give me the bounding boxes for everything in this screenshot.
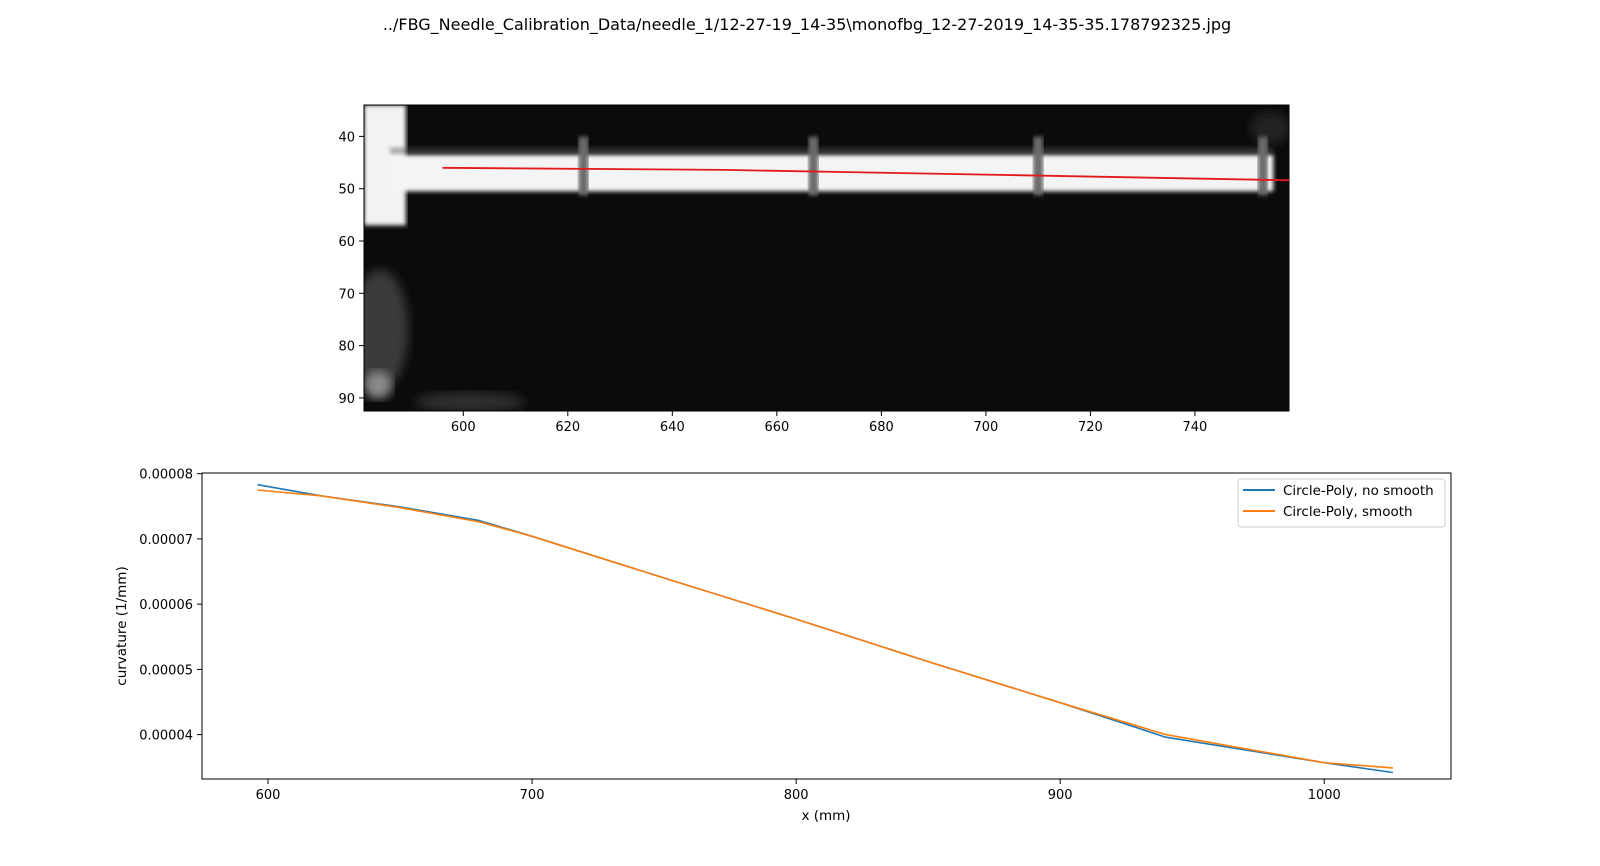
curvature-x-tick-label: 1000: [1308, 788, 1341, 803]
needle-image: [364, 105, 1289, 411]
image-x-tick-label: 700: [973, 420, 998, 435]
image-y-tick-label: 40: [338, 130, 355, 145]
needle-fit-line: [442, 166, 1289, 182]
curvature-y-tick-label: 0.00007: [139, 533, 193, 548]
image-x-ticks: 600 620 640 660 680 700 720 740: [451, 411, 1207, 435]
image-x-tick-label: 720: [1078, 420, 1103, 435]
image-content: [364, 105, 1289, 411]
image-band-break-2: [1033, 136, 1044, 196]
image-y-ticks: 40 50 60 70 80 90: [338, 130, 364, 407]
image-frame: [363, 104, 1290, 412]
image-band-break-0: [578, 136, 589, 196]
y-axis-label: curvature (1/mm): [114, 566, 130, 685]
curvature-series: [257, 483, 1394, 774]
image-axes: 600 620 640 660 680 700 720 740 40 50 60 70 80 90: [338, 104, 1290, 435]
image-x-tick-label: 660: [764, 420, 789, 435]
image-band-break-1: [808, 136, 819, 196]
image-band-edge: [390, 147, 1274, 154]
image-y-tick-label: 50: [338, 183, 355, 198]
image-x-tick-label: 600: [451, 420, 476, 435]
curvature-axes: 600 700 800 900 1000 0.000040.000050.000060.…: [114, 468, 1452, 824]
image-x-tick-label: 740: [1183, 420, 1208, 435]
series-line-1: [257, 489, 1393, 769]
curvature-x-tick-label: 800: [784, 788, 809, 803]
curvature-x-ticks: 600 700 800 900 1000: [256, 779, 1341, 803]
image-y-tick-label: 70: [338, 287, 355, 302]
curvature-y-tick-label: 0.00008: [139, 468, 193, 483]
curvature-x-tick-label: 600: [256, 788, 281, 803]
image-noise-corner: [364, 371, 392, 399]
x-axis-label: x (mm): [801, 808, 850, 824]
image-band-break-3: [1257, 136, 1268, 196]
image-x-tick-label: 640: [660, 420, 685, 435]
curvature-x-tick-label: 700: [520, 788, 545, 803]
curvature-y-tick-label: 0.00005: [139, 663, 193, 678]
image-noise-top-right: [1250, 112, 1289, 144]
legend-label-no-smooth: Circle-Poly, no smooth: [1283, 483, 1434, 499]
image-y-tick-label: 80: [338, 340, 355, 355]
curvature-y-tick-label: 0.00004: [139, 729, 193, 744]
image-y-tick-label: 60: [338, 235, 355, 250]
legend-box: [1237, 478, 1446, 528]
curvature-y-ticks: 0.00004 0.00005 0.00006 0.00007 0.00008: [139, 468, 202, 744]
image-noise-bottom: [415, 392, 525, 411]
legend: Circle-Poly, no smooth Circle-Poly, smoo…: [1237, 478, 1446, 528]
image-bright-band: [390, 154, 1274, 192]
legend-label-smooth: Circle-Poly, smooth: [1283, 504, 1413, 520]
image-y-tick-label: 90: [338, 392, 355, 407]
image-x-tick-label: 680: [869, 420, 894, 435]
curvature-y-tick-label: 0.00006: [139, 598, 193, 613]
image-noise-left: [364, 270, 408, 390]
figure-title: ../FBG_Needle_Calibration_Data/needle_1/…: [383, 15, 1231, 35]
image-x-tick-label: 620: [555, 420, 580, 435]
needle-fit-polyline-0: [442, 166, 1289, 182]
curvature-x-tick-label: 900: [1048, 788, 1073, 803]
